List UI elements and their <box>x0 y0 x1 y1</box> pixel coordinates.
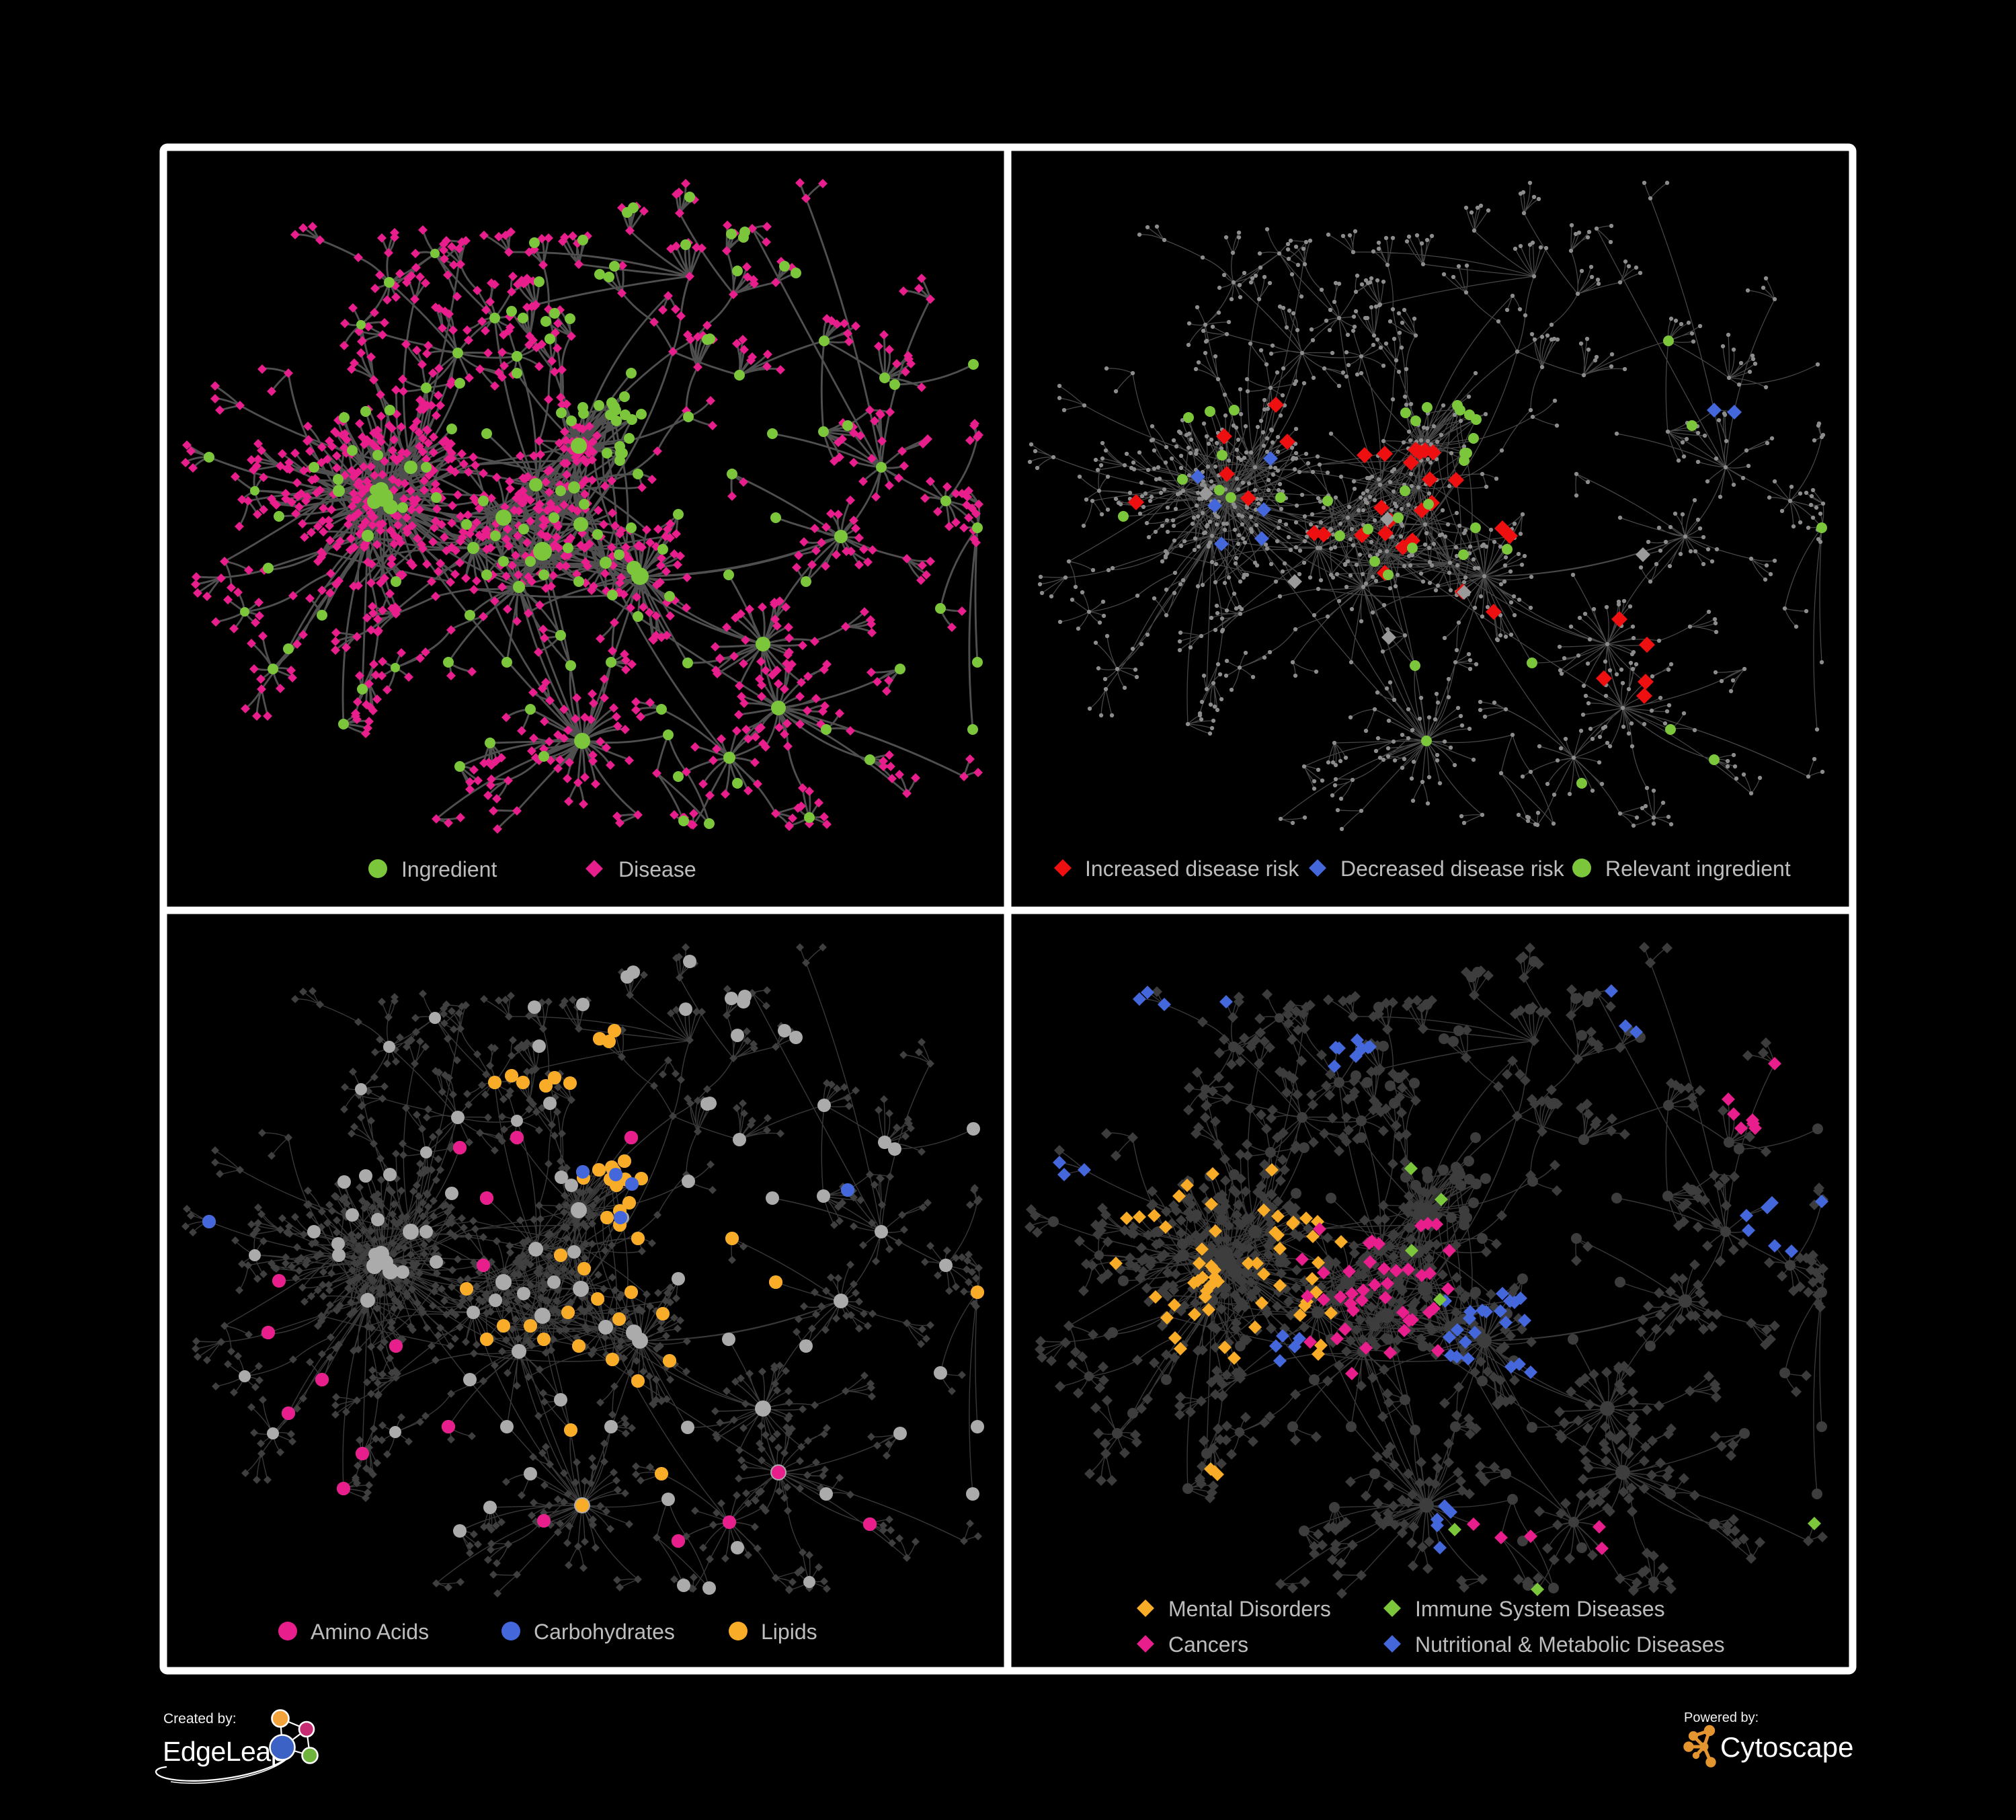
svg-text:Decreased disease risk: Decreased disease risk <box>1340 857 1565 881</box>
svg-text:Nutritional & Metabolic Diseas: Nutritional & Metabolic Diseases <box>1415 1632 1725 1657</box>
svg-text:Created by:: Created by: <box>163 1711 237 1727</box>
svg-text:Immune System Diseases: Immune System Diseases <box>1415 1597 1665 1621</box>
svg-text:Amino Acids: Amino Acids <box>311 1620 429 1644</box>
svg-text:EdgeLeap: EdgeLeap <box>163 1736 286 1767</box>
svg-text:Ingredient: Ingredient <box>401 857 497 881</box>
svg-text:Relevant ingredient: Relevant ingredient <box>1605 857 1791 881</box>
svg-text:Cytoscape: Cytoscape <box>1720 1731 1853 1763</box>
svg-text:Mental Disorders: Mental Disorders <box>1168 1597 1331 1621</box>
svg-text:Cancers: Cancers <box>1168 1632 1248 1657</box>
svg-text:Disease: Disease <box>618 857 696 881</box>
svg-text:Increased disease risk: Increased disease risk <box>1085 857 1299 881</box>
svg-text:Lipids: Lipids <box>761 1620 817 1644</box>
svg-text:Powered by:: Powered by: <box>1684 1710 1759 1725</box>
svg-text:Carbohydrates: Carbohydrates <box>534 1620 675 1644</box>
